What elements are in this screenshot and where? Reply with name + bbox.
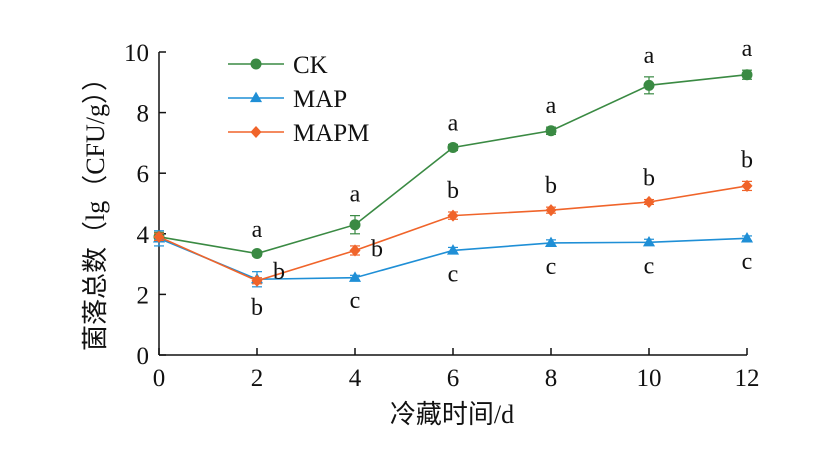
legend-item-mapm: MAPM <box>228 120 369 147</box>
series-layer <box>152 69 754 288</box>
significance-letter: a <box>742 36 753 62</box>
significance-letter: a <box>252 217 263 243</box>
data-point-mapm <box>447 209 459 222</box>
data-point-mapm <box>349 244 361 257</box>
x-tick-label: 12 <box>735 365 760 392</box>
significance-letter: a <box>448 110 459 136</box>
data-point-mapm <box>643 195 655 209</box>
data-point-mapm <box>251 274 263 287</box>
y-tick-label: 10 <box>124 40 149 67</box>
legend: CK MAP MAPM <box>228 52 369 147</box>
data-point-mapm <box>153 230 165 243</box>
significance-letter: b <box>643 166 655 192</box>
y-tick-label: 8 <box>137 101 150 128</box>
significance-letter: a <box>546 93 557 119</box>
legend-item-ck: CK <box>228 52 328 79</box>
significance-letter: c <box>448 261 459 287</box>
y-tick-label: 0 <box>137 343 150 370</box>
data-point-ck <box>643 79 655 91</box>
significance-letter: a <box>644 43 655 69</box>
x-tick-label: 8 <box>545 365 558 392</box>
data-point-ck <box>349 219 361 231</box>
data-point-mapm <box>741 179 753 192</box>
significance-letter: c <box>742 249 753 275</box>
data-point-mapm <box>545 204 557 217</box>
series-mapm <box>153 179 753 287</box>
data-point-ck <box>447 141 459 153</box>
y-axis-title: 菌落总数（lg（CFU/g）） <box>81 65 110 351</box>
legend-marker <box>250 125 262 139</box>
legend-label: MAP <box>293 86 347 113</box>
y-tick-label: 6 <box>137 161 150 188</box>
x-ticks: 0 2 4 6 8 10 12 <box>153 348 760 392</box>
y-tick-label: 2 <box>137 282 150 309</box>
x-tick-label: 0 <box>153 365 166 392</box>
x-tick-label: 6 <box>447 365 460 392</box>
data-point-ck <box>741 69 753 81</box>
significance-letter: b <box>251 295 263 321</box>
x-tick-label: 4 <box>349 365 362 392</box>
legend-label: CK <box>293 52 328 79</box>
x-tick-label: 2 <box>251 365 264 392</box>
data-point-map <box>446 244 460 255</box>
data-point-ck <box>251 247 263 259</box>
significance-letter: b <box>273 259 285 285</box>
significance-letter: b <box>447 178 459 204</box>
y-tick-label: 4 <box>137 222 150 249</box>
significance-letter: c <box>350 288 361 314</box>
y-ticks: 0 2 4 6 8 10 <box>124 40 166 370</box>
significance-letter: a <box>350 182 361 208</box>
legend-item-map: MAP <box>228 86 347 113</box>
significance-letter: c <box>644 253 655 279</box>
data-point-ck <box>545 125 557 137</box>
data-point-map <box>544 236 558 248</box>
data-point-map <box>348 271 362 282</box>
significance-letter: b <box>371 236 383 262</box>
x-axis-title: 冷藏时间/d <box>390 400 514 429</box>
data-point-map <box>642 235 656 247</box>
significance-letter: b <box>741 147 753 173</box>
significance-letter: b <box>545 173 557 199</box>
series-line-ck <box>158 73 748 255</box>
legend-marker <box>250 58 262 70</box>
significance-letter: c <box>546 254 557 280</box>
x-tick-label: 10 <box>637 365 662 392</box>
legend-label: MAPM <box>293 120 369 147</box>
legend-marker <box>249 91 263 103</box>
data-point-map <box>740 232 754 243</box>
